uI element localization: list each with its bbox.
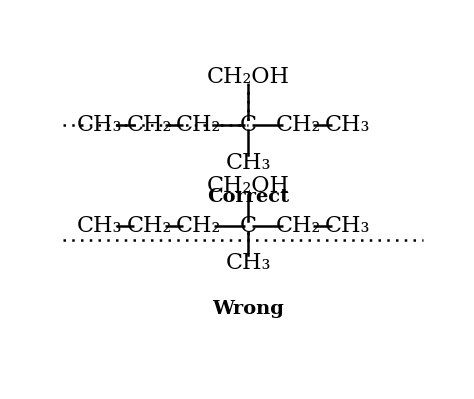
Text: CH₂OH: CH₂OH [207,175,290,197]
Text: Wrong: Wrong [212,300,284,318]
Text: CH₃: CH₃ [77,114,122,136]
Text: CH₂OH: CH₂OH [207,66,290,88]
Text: CH₃: CH₃ [226,252,271,274]
Text: C: C [240,114,257,136]
Text: C: C [240,215,257,237]
Text: CH₃: CH₃ [325,114,370,136]
Text: CH₂: CH₂ [176,114,221,136]
Text: CH₂: CH₂ [127,215,172,237]
Text: CH₂: CH₂ [275,114,320,136]
Text: CH₂: CH₂ [127,114,172,136]
Text: CH₃: CH₃ [226,152,271,174]
Text: CH₃: CH₃ [325,215,370,237]
Text: CH₂: CH₂ [176,215,221,237]
Text: CH₃: CH₃ [77,215,122,237]
Text: Correct: Correct [207,188,290,206]
Text: CH₂: CH₂ [275,215,320,237]
